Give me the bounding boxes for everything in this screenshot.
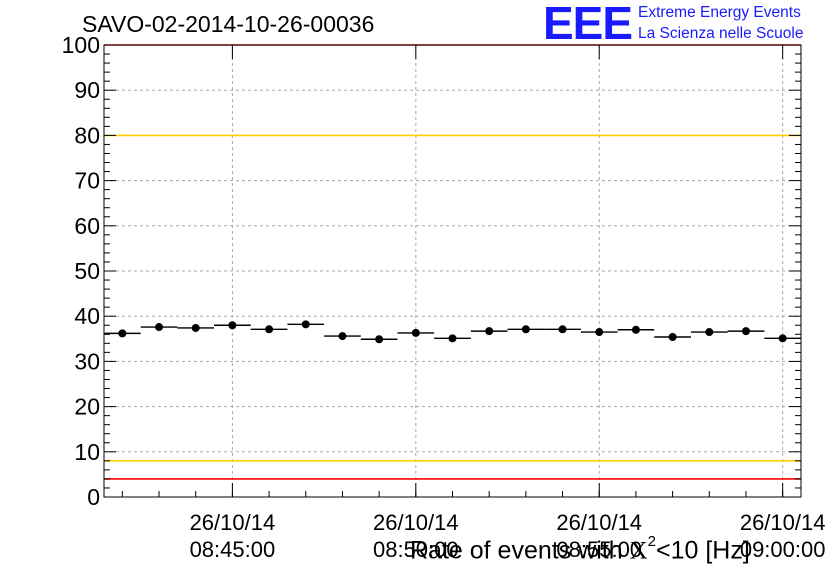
y-tick-label: 70 [74, 168, 100, 194]
data-point [155, 323, 164, 332]
x-axis-title: Rate of events with X2<10 [Hz] [410, 533, 750, 565]
data-point [228, 321, 237, 330]
logo-line-2: La Scienza nelle Scuole [638, 25, 804, 42]
x-axis-title-chi: X [629, 537, 648, 565]
data-point [448, 334, 457, 343]
data-point [301, 320, 310, 329]
data-point [265, 325, 274, 334]
data-point [705, 328, 714, 337]
data-point [668, 332, 677, 341]
x-tick-label-date: 26/10/14 [740, 510, 826, 535]
x-axis-title-sup: 2 [647, 533, 656, 550]
y-tick-label: 0 [87, 484, 100, 510]
y-tick-labels: 0 10 20 30 40 50 60 70 80 90 100 [62, 32, 100, 510]
logo-line-1: Extreme Energy Events [638, 4, 801, 21]
data-point [338, 332, 347, 341]
y-tick-label: 100 [62, 32, 100, 58]
grid-lines [104, 45, 801, 497]
x-tick-label-time: 08:55:00 [556, 537, 642, 562]
y-tick-label: 60 [74, 213, 100, 239]
y-tick-label: 80 [74, 122, 100, 148]
x-tick-label-time: 08:45:00 [190, 537, 276, 562]
logo-mark: EEE [543, 0, 633, 49]
data-point [595, 328, 604, 337]
data-point [521, 325, 530, 334]
data-point [118, 329, 127, 338]
x-tick-label-time: 09:00:00 [740, 537, 826, 562]
y-tick-label: 30 [74, 348, 100, 374]
x-tick-labels: 26/10/1408:45:0026/10/1408:50:0026/10/14… [190, 510, 826, 562]
data-point [375, 335, 384, 344]
x-tick-label-date: 26/10/14 [556, 510, 642, 535]
data-point [191, 323, 200, 332]
reference-lines [104, 44, 801, 480]
data-point [741, 327, 750, 336]
data-points [104, 320, 801, 344]
y-tick-label: 50 [74, 258, 100, 284]
data-point [778, 334, 787, 343]
eee-logo: EEE Extreme Energy Events La Scienza nel… [543, 0, 833, 49]
data-point [631, 325, 640, 334]
y-tick-label: 90 [74, 77, 100, 103]
x-axis-title-prefix: Rate of events with [410, 536, 630, 565]
chart-title: SAVO-02-2014-10-26-00036 [82, 11, 375, 37]
axis-ticks [104, 44, 801, 498]
x-tick-label-time: 08:50:00 [373, 537, 459, 562]
x-axis-title-suffix: <10 [Hz] [655, 536, 750, 565]
y-tick-label: 40 [74, 303, 100, 329]
data-point [485, 327, 494, 336]
x-tick-label-date: 26/10/14 [373, 510, 459, 535]
data-point [558, 325, 567, 334]
y-tick-label: 10 [74, 439, 100, 465]
y-tick-label: 20 [74, 394, 100, 420]
data-point [411, 328, 420, 337]
x-tick-label-date: 26/10/14 [190, 510, 276, 535]
